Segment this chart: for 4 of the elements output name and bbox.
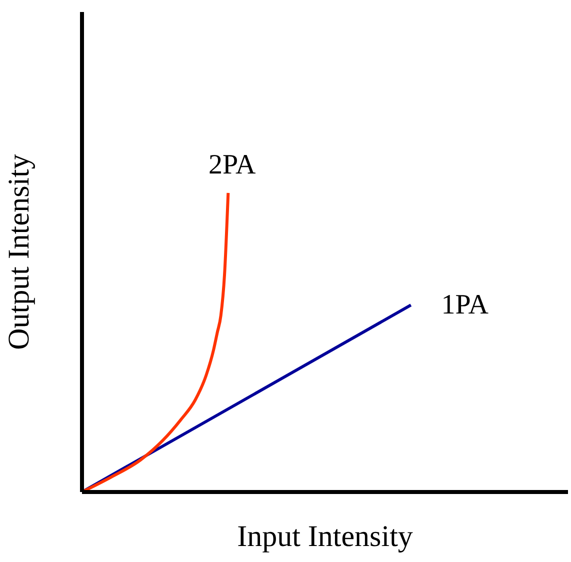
series-label: 1PA bbox=[441, 290, 490, 321]
series-label: 2PA bbox=[208, 149, 257, 180]
x-axis-title: Input Intensity bbox=[237, 520, 413, 553]
y-axis-title: Output Intensity bbox=[2, 154, 36, 350]
